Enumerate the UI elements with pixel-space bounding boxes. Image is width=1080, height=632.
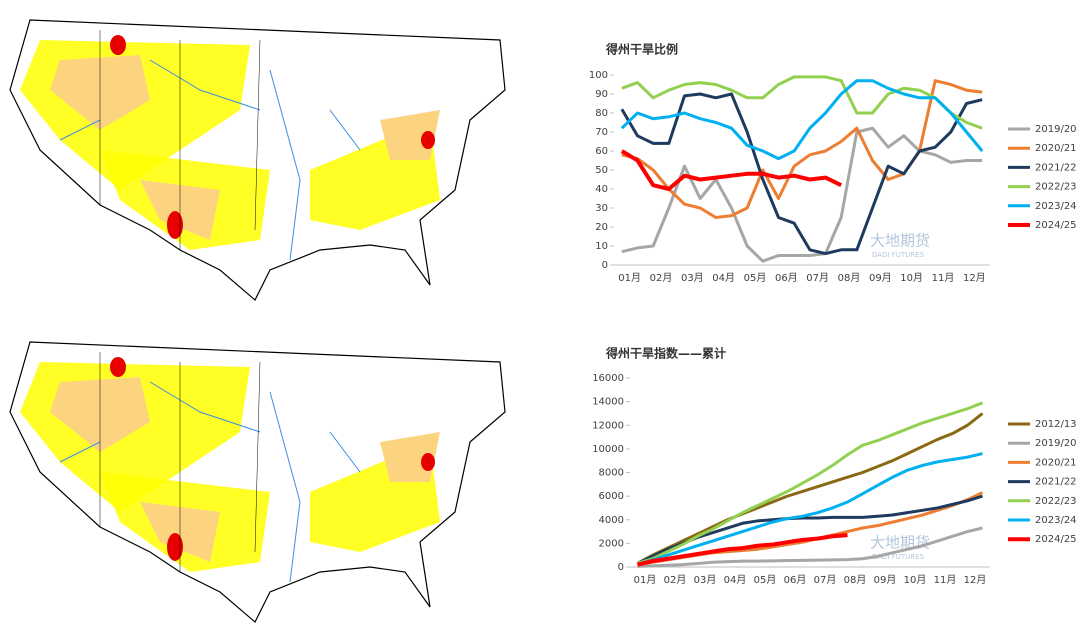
x-tick-label: 02月	[664, 574, 687, 586]
legend-label: 2012/13	[1035, 419, 1077, 430]
y-tick-label: 20	[595, 222, 608, 233]
series-line	[620, 92, 983, 256]
x-tick-label: 02月	[650, 272, 673, 284]
y-tick-label: 16000	[592, 373, 624, 384]
x-tick-label: 07月	[814, 574, 837, 586]
x-tick-label: 09月	[874, 574, 897, 586]
x-tick-label: 09月	[869, 272, 892, 284]
y-tick-label: 0	[602, 260, 608, 271]
x-tick-label: 08月	[844, 574, 867, 586]
x-tick-label: 08月	[838, 272, 861, 284]
x-tick-label: 11月	[934, 574, 957, 586]
x-tick-label: 12月	[964, 574, 987, 586]
series-line	[637, 526, 983, 568]
x-tick-label: 10月	[900, 272, 923, 284]
y-tick-label: 90	[595, 89, 608, 100]
y-tick-label: 80	[595, 108, 608, 119]
series-line	[637, 452, 983, 567]
watermark: 大地期货	[870, 534, 930, 552]
x-tick-label: 04月	[712, 272, 735, 284]
y-tick-label: 6000	[599, 491, 624, 502]
watermark: 大地期货	[870, 232, 930, 250]
watermark-sub: DADI FUTURES	[872, 251, 925, 259]
y-tick-label: 2000	[599, 538, 624, 549]
legend-label: 2024/25	[1035, 220, 1077, 231]
y-tick-label: 100	[589, 70, 608, 81]
series-line	[621, 79, 983, 219]
legend-label: 2020/21	[1035, 457, 1077, 468]
watermark-sub: DADI FUTURES	[872, 553, 925, 561]
legend-label: 2024/25	[1035, 534, 1077, 545]
series-line	[621, 75, 983, 130]
legend-label: 2019/20	[1035, 438, 1077, 449]
y-tick-label: 60	[595, 146, 608, 157]
y-tick-label: 8000	[599, 468, 624, 479]
legend-label: 2021/22	[1035, 162, 1077, 173]
y-tick-label: 4000	[599, 515, 624, 526]
legend-label: 2020/21	[1035, 143, 1077, 154]
x-tick-label: 06月	[775, 272, 798, 284]
y-tick-label: 30	[595, 203, 608, 214]
x-tick-label: 05月	[744, 272, 767, 284]
y-tick-label: 12000	[592, 420, 624, 431]
x-tick-label: 03月	[694, 574, 717, 586]
legend-label: 2019/20	[1035, 124, 1077, 135]
x-tick-label: 01月	[618, 272, 641, 284]
y-tick-label: 50	[595, 165, 608, 176]
x-tick-label: 12月	[963, 272, 986, 284]
y-tick-label: 14000	[592, 397, 624, 408]
x-tick-label: 10月	[904, 574, 927, 586]
x-tick-label: 03月	[681, 272, 704, 284]
x-tick-label: 06月	[784, 574, 807, 586]
y-tick-label: 0	[618, 562, 624, 573]
y-tick-label: 70	[595, 127, 608, 138]
series-line	[620, 149, 843, 191]
chart-title: 得州干旱指数——累计	[605, 346, 726, 361]
chart-title: 得州干旱比例	[605, 42, 678, 57]
y-tick-label: 40	[595, 184, 608, 195]
series-line	[620, 79, 984, 161]
legend-label: 2022/23	[1035, 496, 1077, 507]
x-tick-label: 11月	[932, 272, 955, 284]
series-line	[637, 533, 848, 567]
x-tick-label: 05月	[754, 574, 777, 586]
x-tick-label: 01月	[634, 574, 657, 586]
x-tick-label: 07月	[806, 272, 829, 284]
y-tick-label: 10	[595, 241, 608, 252]
legend-label: 2023/24	[1035, 515, 1077, 526]
drought-map	[9, 19, 506, 301]
legend-label: 2022/23	[1035, 182, 1077, 193]
drought-map	[9, 341, 506, 623]
legend-label: 2023/24	[1035, 201, 1077, 212]
series-line	[637, 401, 984, 565]
y-tick-label: 10000	[592, 444, 624, 455]
x-tick-label: 04月	[724, 574, 747, 586]
series-line	[636, 412, 984, 565]
legend-label: 2021/22	[1035, 477, 1077, 488]
